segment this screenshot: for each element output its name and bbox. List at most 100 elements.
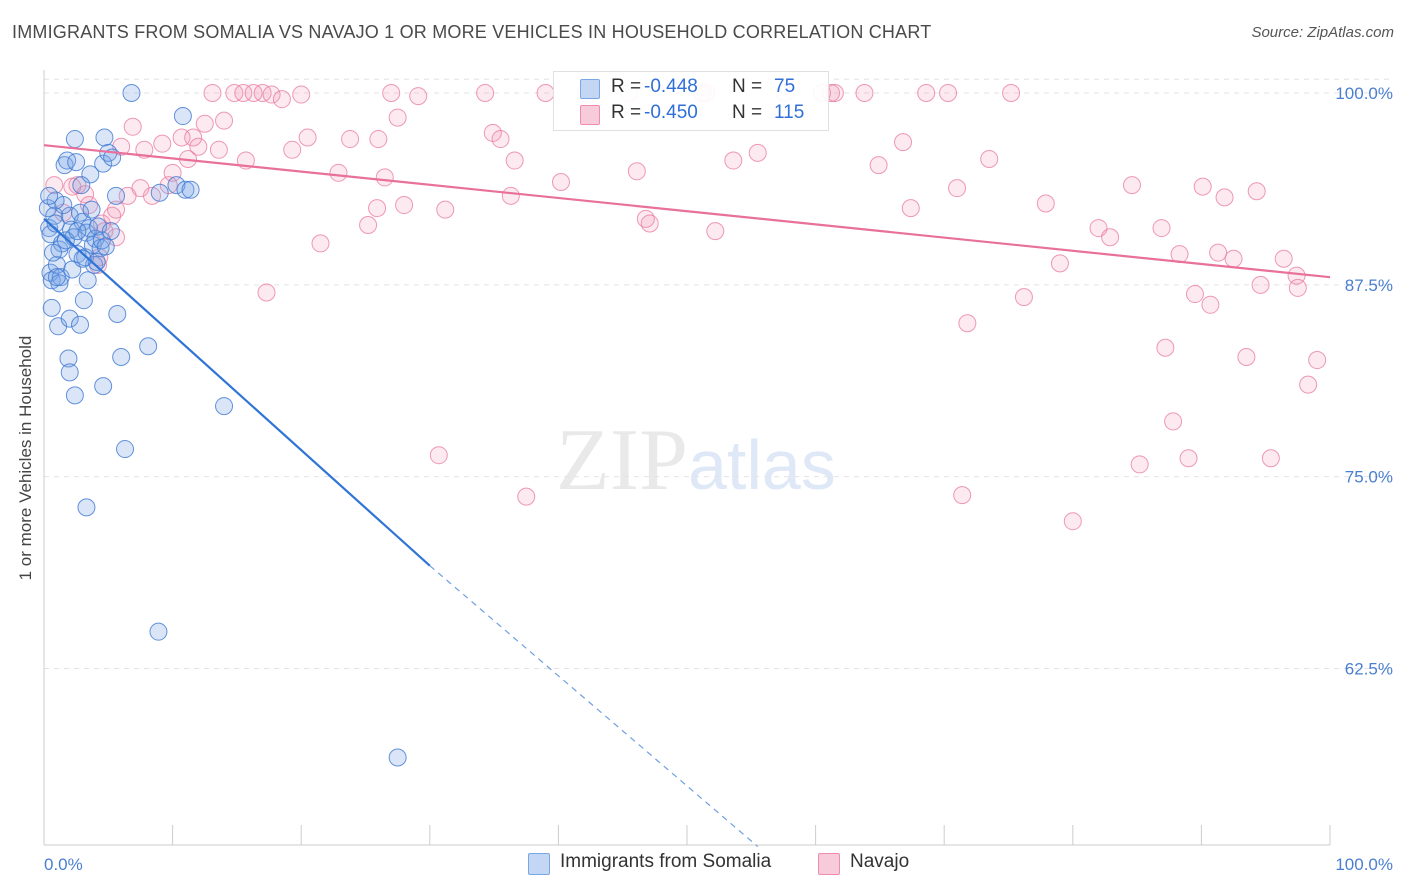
navajo-point [894, 133, 913, 152]
somalia-point [58, 151, 77, 170]
y-tick-label: 87.5% [1345, 276, 1393, 295]
legend-box: R = -0.448 N = 75 R = -0.450 N = 115 [553, 71, 829, 131]
navajo-point [1164, 412, 1183, 431]
navajo-point [1209, 243, 1228, 262]
watermark-atlas: atlas [688, 426, 836, 504]
somalia-point [55, 156, 74, 175]
navajo-point [1179, 449, 1198, 468]
somalia-point [42, 298, 61, 317]
navajo-point [283, 140, 302, 159]
navajo-point [1299, 375, 1318, 394]
source-label: Source: ZipAtlas.com [1251, 24, 1394, 41]
somalia-point [46, 191, 65, 210]
navajo-point [329, 163, 348, 182]
somalia-point [78, 271, 97, 290]
navajo-point [153, 134, 172, 153]
somalia-point [44, 243, 63, 262]
somalia-point [80, 219, 99, 238]
x-tick-label: 0.0% [44, 855, 83, 874]
navajo-point [382, 84, 401, 103]
navajo-point [257, 283, 276, 302]
navajo-point [536, 84, 555, 103]
navajo-point [517, 487, 536, 506]
somalia-legend-swatch [528, 853, 550, 875]
somalia-trend-line [43, 218, 431, 567]
y-tick-label: 100.0% [1335, 84, 1393, 103]
navajo-point [855, 84, 874, 103]
navajo-point [1130, 455, 1149, 474]
navajo-point [1201, 295, 1220, 314]
somalia-point [167, 176, 186, 195]
navajo-point [1063, 512, 1082, 531]
legend-n-label: N = [732, 102, 763, 123]
navajo-legend-swatch [818, 853, 840, 875]
chart-title: IMMIGRANTS FROM SOMALIA VS NAVAJO 1 OR M… [12, 22, 932, 42]
navajo-point [706, 222, 725, 241]
navajo-point [869, 156, 888, 175]
somalia-point [94, 377, 113, 396]
somalia-point [82, 200, 101, 219]
somalia-point [116, 440, 135, 459]
somalia-points [38, 84, 407, 767]
navajo-point [724, 151, 743, 170]
somalia-point [149, 622, 168, 641]
legend-n-label: N = [732, 76, 763, 97]
navajo-point [195, 114, 214, 133]
navajo-point [45, 176, 64, 195]
legend-row-somalia: R = -0.448 N = 75 [554, 75, 828, 101]
navajo-point [429, 446, 448, 465]
navajo-point [551, 173, 570, 192]
navajo-point [1152, 219, 1171, 238]
navajo-point [311, 234, 330, 253]
navajo-point [1122, 176, 1141, 195]
navajo-point [341, 130, 360, 149]
somalia-legend-label: Immigrants from Somalia [560, 851, 772, 872]
x-tick-label: 100.0% [1335, 855, 1393, 874]
navajo-point [939, 84, 958, 103]
navajo-point [917, 84, 936, 103]
somalia-point [107, 186, 126, 205]
somalia-point [108, 305, 127, 324]
navajo-point [215, 111, 234, 130]
navajo-point [262, 85, 281, 104]
navajo-point [748, 143, 767, 162]
somalia-point [72, 176, 91, 195]
navajo-point [189, 137, 208, 156]
somalia-point [101, 222, 120, 241]
somalia-point [40, 186, 59, 205]
navajo-point [953, 486, 972, 505]
navajo-point [68, 176, 87, 195]
somalia-point [65, 386, 84, 405]
legend-r-label: R = [611, 76, 642, 97]
watermark-zip: ZIP [556, 412, 688, 509]
navajo-point [476, 84, 495, 103]
navajo-point [107, 200, 126, 219]
navajo-point [1014, 288, 1033, 307]
navajo-point [1288, 278, 1307, 297]
navajo-trend-line [43, 144, 1331, 279]
navajo-point [184, 128, 203, 147]
somalia-point [47, 268, 66, 287]
tick-labels: 62.5% 75.0% 87.5% 100.0% 0.0% 100.0% [44, 84, 1393, 874]
watermark: ZIPatlas [556, 410, 836, 511]
navajo-point [1193, 177, 1212, 196]
somalia-point [74, 291, 93, 310]
navajo-point [948, 179, 967, 198]
somalia-swatch [580, 79, 600, 99]
navajo-point [436, 200, 455, 219]
navajo-point [1101, 228, 1120, 247]
navajo-point [958, 314, 977, 333]
navajo-point [244, 84, 263, 103]
somalia-point [95, 128, 114, 147]
somalia-point [181, 180, 200, 199]
navajo-point [640, 214, 659, 233]
legend-n-value: 75 [774, 76, 796, 97]
navajo-point [298, 128, 317, 147]
somalia-point [59, 349, 78, 368]
navajo-point [209, 140, 228, 159]
navajo-point [409, 87, 428, 106]
somalia-point [68, 222, 87, 241]
navajo-point [225, 84, 244, 103]
navajo-point [1274, 249, 1293, 268]
